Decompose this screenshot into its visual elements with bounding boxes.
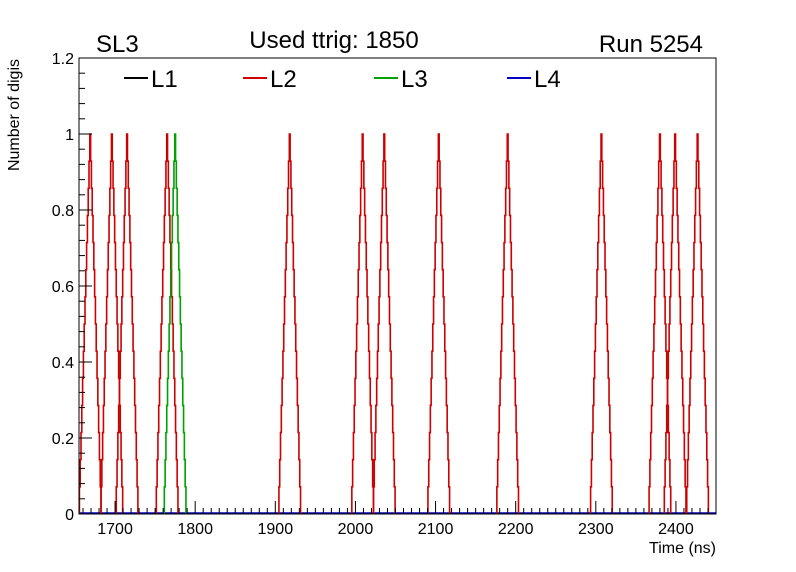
peak-l2 bbox=[427, 133, 451, 514]
histogram-layer bbox=[78, 133, 716, 514]
y-tick-label: 0.4 bbox=[52, 355, 74, 372]
y-axis-ticks: 0 0.2 0.4 0.6 0.8 1 1.2 bbox=[52, 51, 92, 524]
peak-l2 bbox=[685, 133, 710, 514]
x-tick-label: 2200 bbox=[498, 521, 534, 538]
peak-l2 bbox=[589, 133, 614, 514]
peak-l2 bbox=[100, 133, 124, 514]
legend-label-l2: L2 bbox=[270, 66, 297, 93]
x-tick-label: 1700 bbox=[97, 521, 133, 538]
y-axis-label: Number of digis bbox=[6, 59, 23, 171]
y-tick-label: 0.2 bbox=[52, 431, 74, 448]
y-tick-label: 1 bbox=[65, 127, 74, 144]
x-tick-label: 1800 bbox=[177, 521, 213, 538]
x-axis-ticks: 1700 1800 1900 2000 2100 2200 2300 2400 bbox=[82, 501, 717, 538]
peak-l2 bbox=[278, 133, 302, 514]
x-tick-label: 1900 bbox=[258, 521, 294, 538]
x-tick-label: 2400 bbox=[658, 521, 694, 538]
superlayer-label: SL3 bbox=[96, 31, 139, 58]
peak-l2 bbox=[78, 133, 102, 514]
x-axis-label: Time (ns) bbox=[649, 540, 716, 557]
plot-frame bbox=[78, 57, 717, 515]
run-label: Run 5254 bbox=[599, 31, 703, 58]
y-tick-label: 0.8 bbox=[52, 203, 74, 220]
peak-l3 bbox=[163, 133, 187, 514]
x-tick-label: 2000 bbox=[338, 521, 374, 538]
x-tick-label: 2300 bbox=[578, 521, 614, 538]
peak-l2 bbox=[648, 133, 672, 514]
peak-l2 bbox=[496, 133, 520, 514]
peak-l2 bbox=[351, 133, 375, 514]
peak-l2 bbox=[155, 133, 179, 514]
x-tick-label: 2100 bbox=[418, 521, 454, 538]
y-tick-label: 0 bbox=[65, 507, 74, 524]
chart-title: Used ttrig: 1850 bbox=[249, 27, 418, 54]
legend-label-l4: L4 bbox=[534, 66, 561, 93]
legend-label-l3: L3 bbox=[401, 66, 428, 93]
legend: L1 L2 L3 L4 bbox=[124, 66, 561, 93]
legend-label-l1: L1 bbox=[151, 66, 178, 93]
peak-l2 bbox=[372, 133, 396, 514]
peak-l2 bbox=[663, 133, 687, 514]
y-tick-label: 1.2 bbox=[52, 51, 74, 68]
y-tick-label: 0.6 bbox=[52, 279, 74, 296]
peak-l2 bbox=[115, 133, 139, 514]
